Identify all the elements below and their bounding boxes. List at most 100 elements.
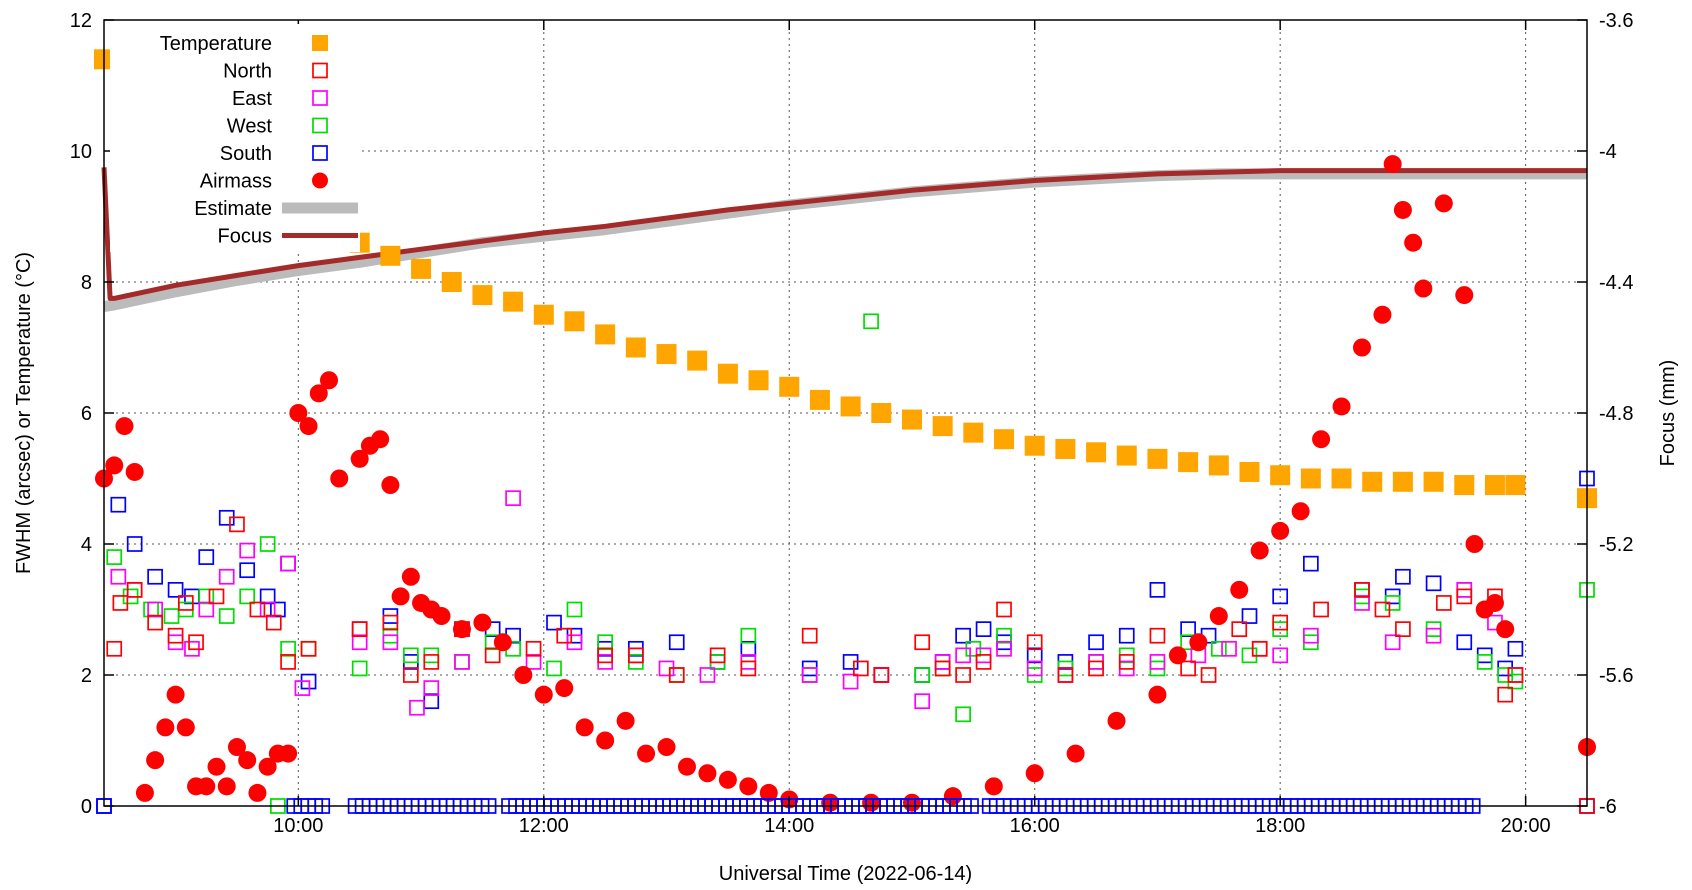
east-point bbox=[1026, 660, 1043, 677]
y-tick-label: 4 bbox=[81, 534, 92, 556]
north-point bbox=[1231, 621, 1248, 638]
airmass-point bbox=[401, 567, 420, 586]
y-axis-title: FWHM (arcsec) or Temperature (°C) bbox=[13, 252, 35, 574]
north-point bbox=[1507, 667, 1524, 683]
temperature-point bbox=[441, 272, 462, 292]
airmass-point bbox=[677, 757, 696, 776]
east-point bbox=[1272, 647, 1289, 664]
airmass-point bbox=[452, 620, 471, 639]
airmass-point bbox=[1271, 521, 1290, 540]
north-point bbox=[996, 601, 1012, 618]
south-point bbox=[1088, 634, 1104, 651]
north-point bbox=[265, 614, 282, 631]
north-point bbox=[126, 581, 143, 598]
legend-item-west: West bbox=[227, 116, 328, 138]
north-point bbox=[351, 621, 368, 638]
airmass-point bbox=[657, 738, 676, 757]
south-point bbox=[955, 627, 971, 644]
x-tick-label: 18:00 bbox=[1255, 815, 1305, 837]
y-tick-label: 12 bbox=[70, 10, 92, 32]
north-point bbox=[1088, 660, 1104, 677]
y2-tick-label: -4.8 bbox=[1599, 403, 1633, 425]
airmass-point bbox=[125, 462, 144, 481]
north-point bbox=[1251, 640, 1268, 657]
temperature-point bbox=[1055, 439, 1076, 460]
legend-label: Airmass bbox=[200, 171, 272, 193]
east-point bbox=[454, 654, 470, 670]
east-point bbox=[842, 673, 859, 690]
airmass-point bbox=[279, 744, 298, 763]
south-point bbox=[239, 562, 256, 579]
east-point bbox=[259, 601, 276, 618]
south-point bbox=[1456, 634, 1473, 651]
airmass-point bbox=[115, 417, 134, 436]
airmass-point bbox=[862, 793, 881, 812]
temperature-point bbox=[717, 363, 738, 384]
temperature-point bbox=[1423, 471, 1444, 492]
north-point bbox=[597, 647, 614, 664]
north-point bbox=[1354, 581, 1370, 598]
series-airmass bbox=[95, 155, 1596, 812]
west-point bbox=[597, 634, 614, 651]
south-point bbox=[1118, 627, 1135, 644]
north-point bbox=[1149, 627, 1166, 644]
west-point bbox=[546, 660, 562, 677]
north-point bbox=[382, 614, 399, 631]
ticks: 10:00 12:00 14:00 16:00 18:00 20:00 0 2 4 6 8 10 12 -… bbox=[70, 10, 1634, 837]
airmass-point bbox=[739, 777, 758, 796]
legend-label: East bbox=[232, 88, 272, 110]
legend-symbol bbox=[312, 62, 328, 79]
north-point bbox=[167, 627, 184, 644]
legend-item-east: East bbox=[232, 88, 328, 110]
east-point bbox=[239, 542, 256, 559]
north-point bbox=[801, 627, 818, 644]
y-tick-label: 8 bbox=[81, 272, 92, 294]
west-point bbox=[198, 588, 215, 605]
south-point bbox=[1303, 555, 1319, 572]
airmass-point bbox=[1404, 233, 1423, 252]
north-point bbox=[556, 627, 573, 644]
south-point bbox=[1272, 588, 1289, 605]
airmass-point bbox=[258, 757, 277, 776]
airmass-point bbox=[391, 587, 410, 606]
y2-axis-title: Focus (mm) bbox=[1657, 360, 1679, 467]
east-point bbox=[1221, 640, 1237, 657]
focus-line bbox=[101, 167, 1587, 301]
north-point bbox=[402, 667, 419, 683]
airmass-point bbox=[105, 456, 124, 475]
temperature-point bbox=[809, 389, 830, 410]
temperature-point bbox=[1208, 455, 1229, 476]
airmass-point bbox=[146, 751, 165, 770]
south-point bbox=[740, 640, 757, 657]
airmass-point bbox=[698, 764, 717, 783]
east-point bbox=[1384, 634, 1401, 651]
temperature-point bbox=[901, 409, 922, 430]
east-point bbox=[1354, 595, 1370, 611]
north-point bbox=[1272, 614, 1289, 631]
legend-label: Focus bbox=[218, 226, 272, 248]
airmass-point bbox=[1465, 535, 1484, 553]
y2-tick-label: -5.2 bbox=[1599, 534, 1633, 556]
temperature-point bbox=[1178, 452, 1199, 473]
temperature-point bbox=[1454, 475, 1475, 496]
airmass-point bbox=[289, 404, 308, 422]
airmass-point bbox=[555, 679, 574, 698]
north-point bbox=[1497, 686, 1514, 703]
north-point bbox=[955, 667, 971, 683]
airmass-point bbox=[1373, 305, 1392, 324]
temperature-point bbox=[932, 416, 953, 437]
airmass-point bbox=[473, 613, 492, 632]
legend-label: West bbox=[227, 116, 273, 138]
y2-tick-label: -3.6 bbox=[1599, 10, 1633, 32]
south-point bbox=[126, 536, 143, 552]
north-point bbox=[208, 588, 225, 605]
legend-item-estimate: Estimate bbox=[194, 198, 358, 220]
airmass-point bbox=[217, 777, 236, 796]
airmass-point bbox=[1455, 286, 1474, 305]
x-tick-label: 20:00 bbox=[1501, 815, 1551, 837]
west-point bbox=[106, 549, 123, 565]
south-point bbox=[110, 496, 127, 513]
north-point bbox=[177, 595, 194, 611]
north-point bbox=[914, 634, 931, 651]
